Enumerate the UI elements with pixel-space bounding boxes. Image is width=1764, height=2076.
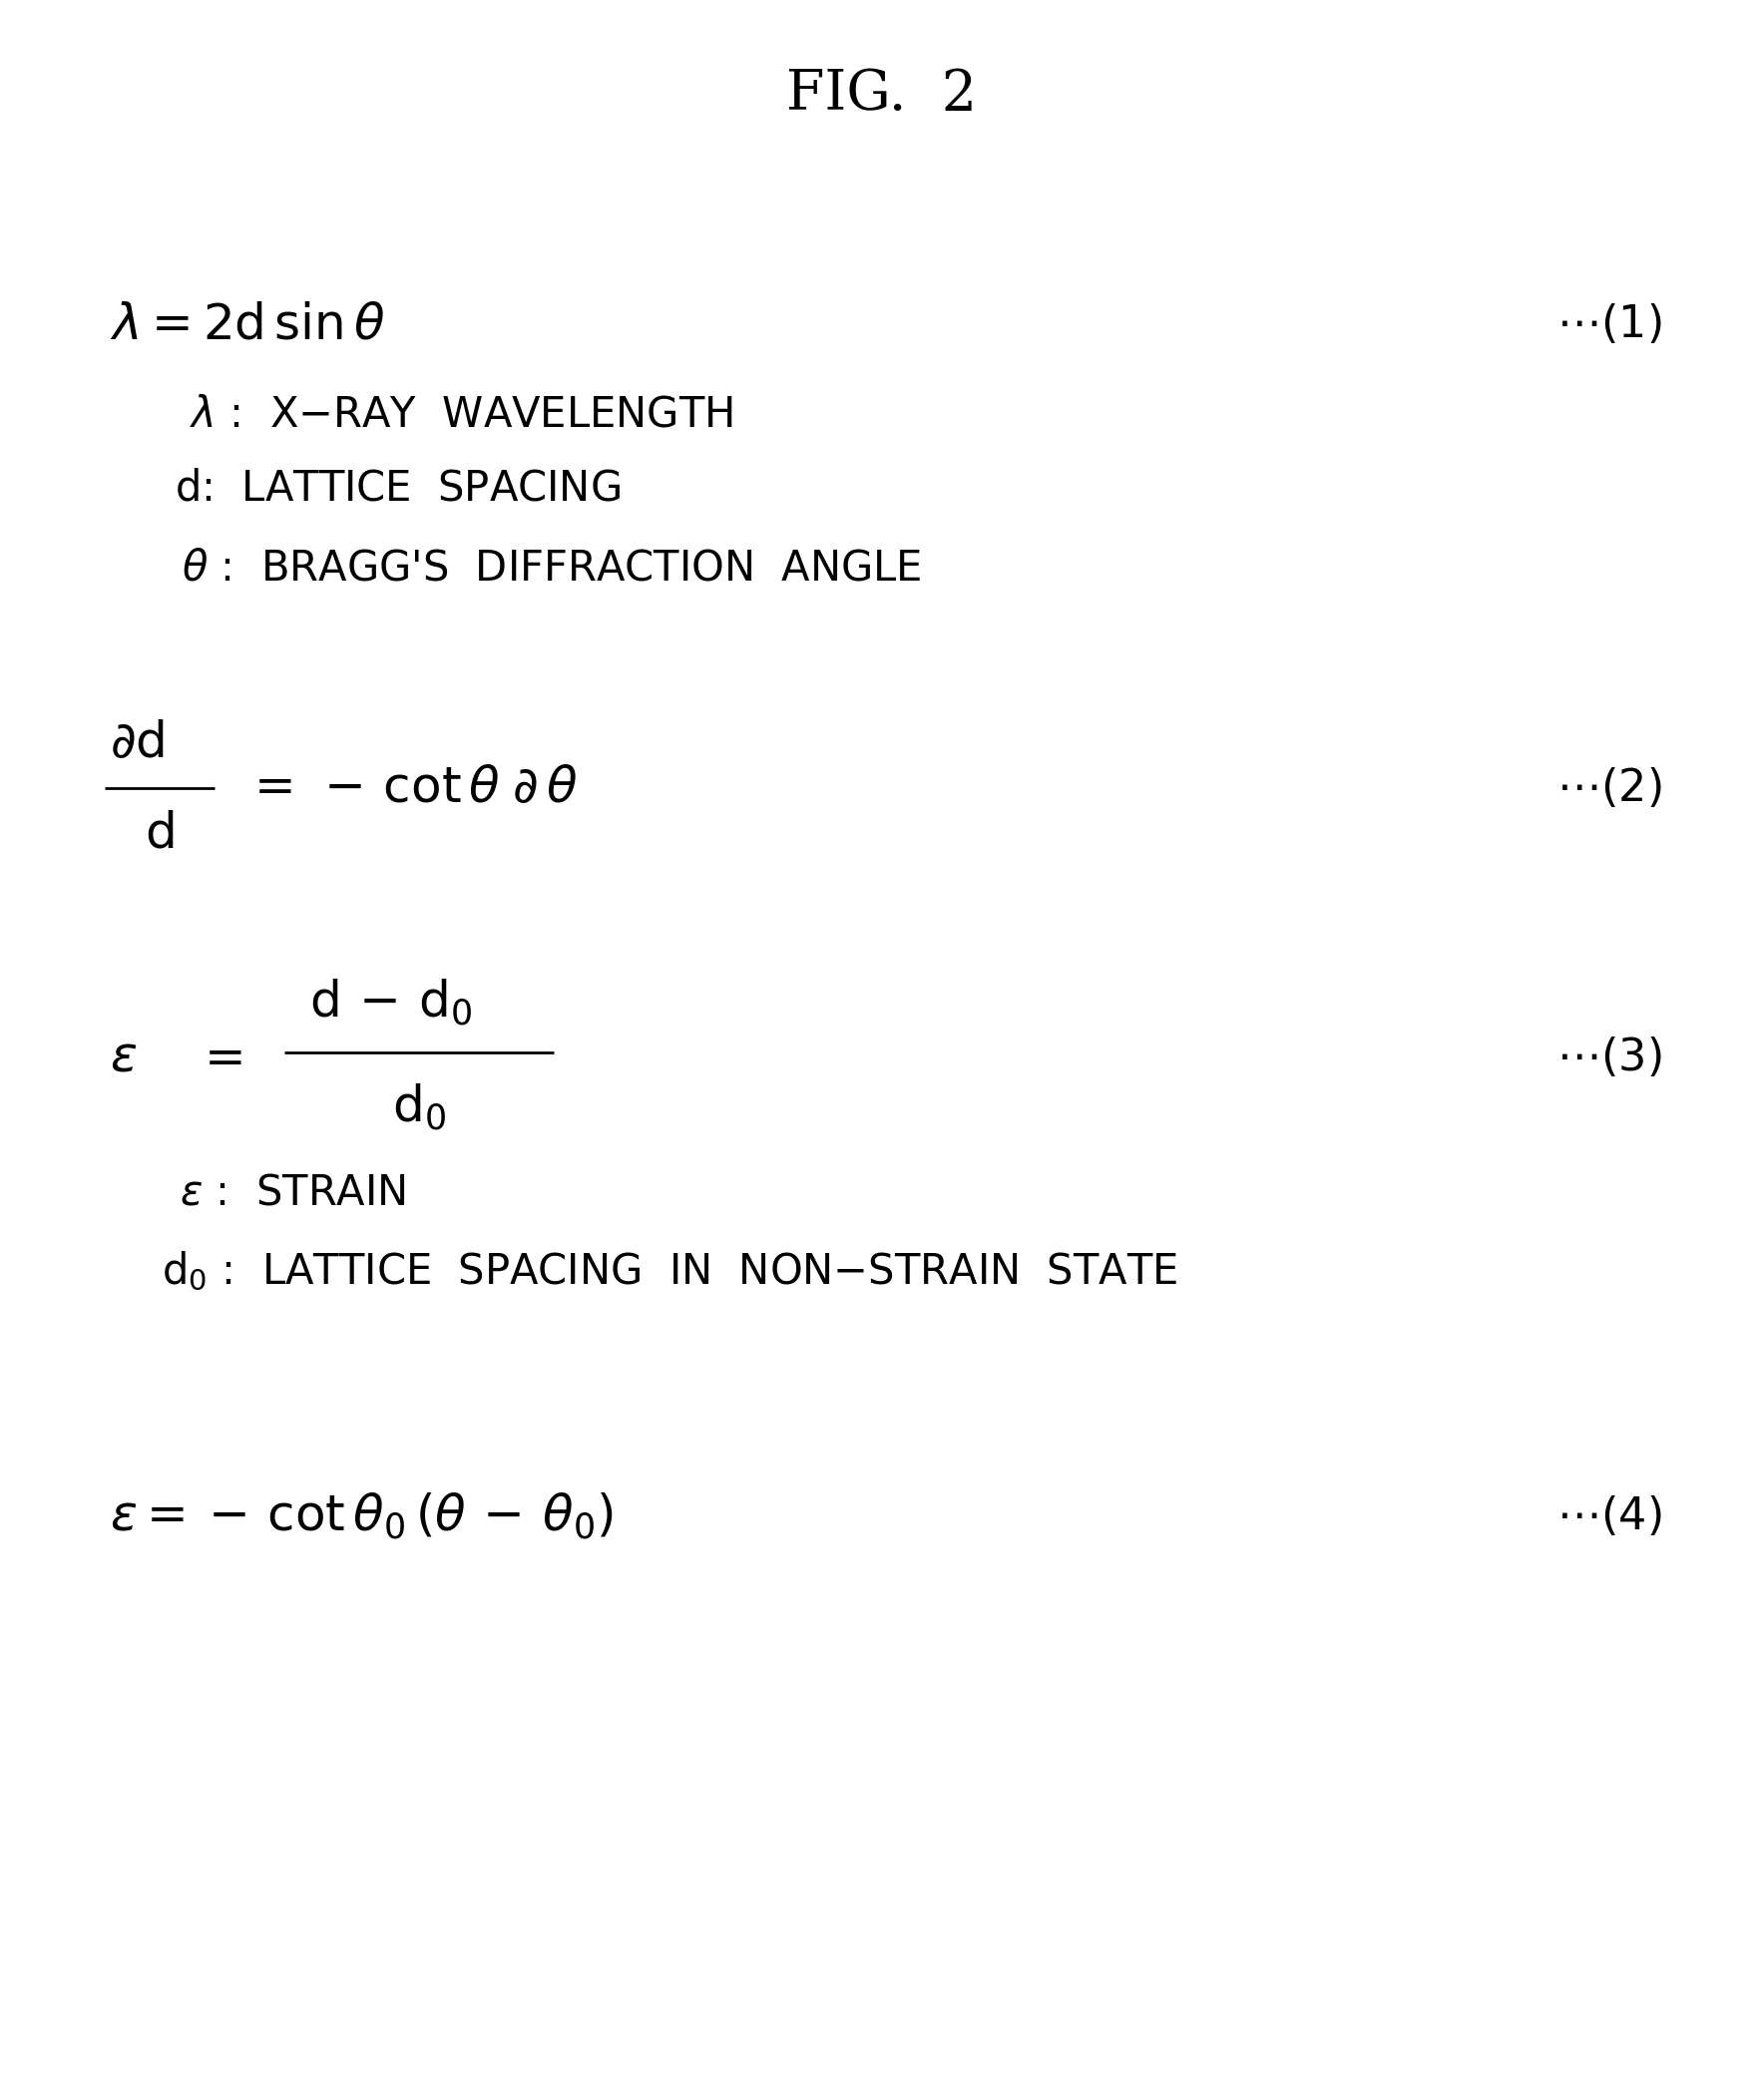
Text: $\partial {\rm d}$: $\partial {\rm d}$ xyxy=(109,718,164,768)
Text: $=\, -\, \cot\theta\; \partial\,\theta$: $=\, -\, \cot\theta\; \partial\,\theta$ xyxy=(245,764,579,812)
Text: $\cdots(3)$: $\cdots(3)$ xyxy=(1556,1036,1662,1080)
Text: ${\rm d}$:  LATTICE  SPACING: ${\rm d}$: LATTICE SPACING xyxy=(175,467,621,511)
Text: $\varepsilon  =  -\, \cot\theta_0\,(\theta\, -\, \theta_0)$: $\varepsilon = -\, \cot\theta_0\,(\theta… xyxy=(109,1491,614,1542)
Text: $\varepsilon$ :  STRAIN: $\varepsilon$ : STRAIN xyxy=(180,1171,406,1212)
Text: $\cdots(1)$: $\cdots(1)$ xyxy=(1556,303,1662,347)
Text: $\lambda  =  2{\rm d}\,\sin\theta$: $\lambda = 2{\rm d}\,\sin\theta$ xyxy=(109,301,385,349)
Text: $\cdots(4)$: $\cdots(4)$ xyxy=(1556,1495,1662,1538)
Text: $\varepsilon$: $\varepsilon$ xyxy=(109,1034,138,1082)
Text: ${\rm d}_0$ :  LATTICE  SPACING  IN  NON$-$STRAIN  STATE: ${\rm d}_0$ : LATTICE SPACING IN NON$-$S… xyxy=(162,1250,1178,1293)
Text: $\cdots(2)$: $\cdots(2)$ xyxy=(1556,766,1662,810)
Text: $\lambda$ :  X$-$RAY  WAVELENGTH: $\lambda$ : X$-$RAY WAVELENGTH xyxy=(189,392,734,436)
Text: $=$: $=$ xyxy=(194,1034,243,1082)
Text: ${\rm d}_0$: ${\rm d}_0$ xyxy=(392,1082,446,1133)
Text: $\theta$ :  BRAGG'S  DIFFRACTION  ANGLE: $\theta$ : BRAGG'S DIFFRACTION ANGLE xyxy=(182,548,921,590)
Text: ${\rm d}$: ${\rm d}$ xyxy=(145,810,175,857)
Text: FIG.  2: FIG. 2 xyxy=(787,69,977,122)
Text: ${\rm d}\,-\,{\rm d}_0$: ${\rm d}\,-\,{\rm d}_0$ xyxy=(309,978,473,1028)
